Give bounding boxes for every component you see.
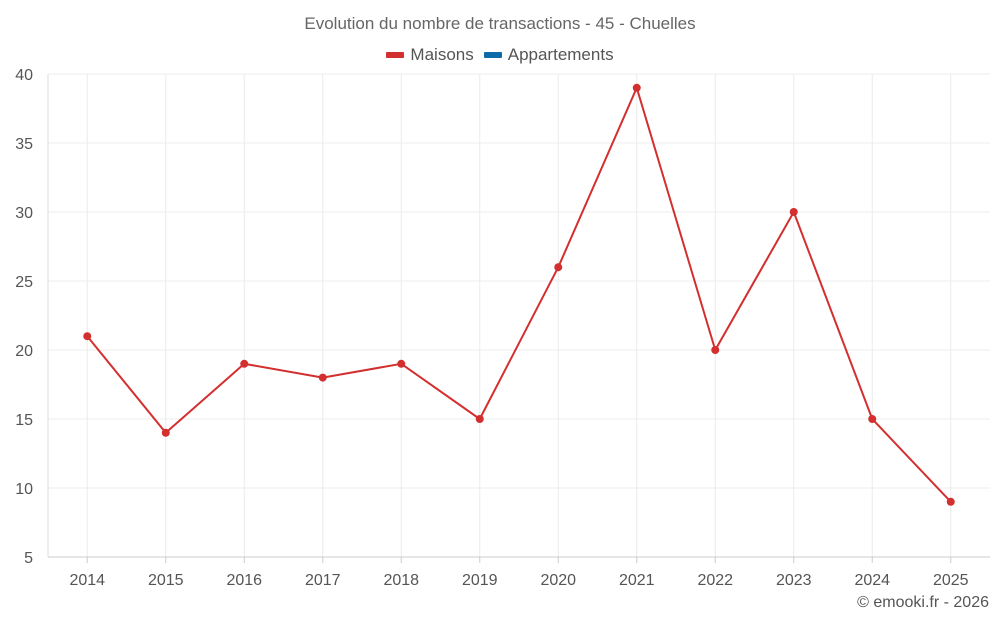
data-point[interactable] — [161, 428, 170, 437]
x-tick-label: 2021 — [619, 572, 655, 589]
data-point[interactable] — [397, 359, 406, 368]
x-tick-label: 2024 — [854, 572, 890, 589]
x-tick-label: 2023 — [776, 572, 812, 589]
legend-label-maisons: Maisons — [410, 45, 474, 64]
y-tick-label: 35 — [15, 136, 33, 153]
chart-title: Evolution du nombre de transactions - 45… — [304, 14, 696, 33]
y-tick-label: 25 — [15, 274, 33, 291]
y-tick-label: 20 — [15, 343, 33, 360]
x-tick-label: 2020 — [540, 572, 576, 589]
data-point[interactable] — [240, 359, 249, 368]
data-point[interactable] — [554, 263, 563, 272]
series-line-maisons — [86, 86, 952, 503]
credit-text: © emooki.fr - 2026 — [857, 594, 989, 611]
x-tick-label: 2015 — [148, 572, 184, 589]
data-point[interactable] — [83, 332, 92, 341]
data-point[interactable] — [946, 497, 955, 506]
legend-swatch-appartements — [483, 52, 502, 58]
x-tick-label: 2016 — [226, 572, 262, 589]
x-tick-label: 2014 — [69, 572, 105, 589]
x-tick-label: 2019 — [462, 572, 498, 589]
x-tick-label: 2017 — [305, 572, 341, 589]
x-tick-label: 2022 — [697, 572, 733, 589]
x-tick-label: 2025 — [933, 572, 969, 589]
y-tick-label: 10 — [15, 481, 33, 498]
legend-item-appartements[interactable]: Appartements — [483, 45, 614, 65]
data-point[interactable] — [475, 415, 484, 423]
data-point[interactable] — [632, 83, 641, 92]
series-layer — [83, 83, 955, 506]
x-tick-label: 2018 — [383, 572, 419, 589]
data-point[interactable] — [711, 346, 720, 354]
legend: Maisons Appartements — [0, 45, 1000, 65]
legend-item-maisons[interactable]: Maisons — [386, 45, 474, 65]
data-point[interactable] — [868, 415, 877, 423]
data-point[interactable] — [318, 373, 327, 382]
y-tick-label: 5 — [24, 550, 33, 567]
legend-label-appartements: Appartements — [507, 45, 614, 64]
grid — [48, 73, 990, 557]
y-tick-label: 40 — [15, 67, 33, 84]
data-point[interactable] — [789, 208, 798, 216]
y-tick-label: 30 — [15, 205, 33, 222]
y-tick-label: 15 — [15, 412, 33, 429]
legend-swatch-maisons — [386, 52, 405, 58]
